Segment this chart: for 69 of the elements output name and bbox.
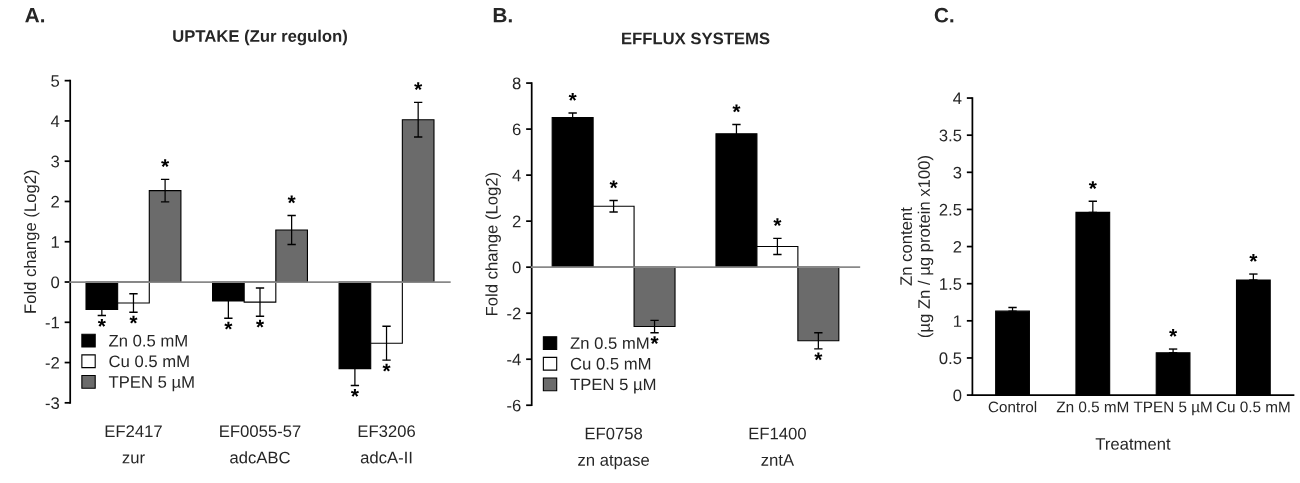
text: A. xyxy=(25,8,45,23)
data-label: * xyxy=(1088,181,1097,189)
data-label: * xyxy=(732,104,741,113)
y-tick-label: -1 xyxy=(45,316,59,329)
y-tick-label: 1 xyxy=(953,315,962,327)
x-tick-label: Control xyxy=(988,401,1037,413)
y-axis-title: Fold change (Log2) xyxy=(23,170,40,313)
y-axis-title: Zn content (µg Zn / µg protein x100) xyxy=(900,156,934,338)
x-tick-label: EF2417 zur xyxy=(105,425,162,464)
data-label: * xyxy=(1169,329,1178,337)
y-tick-label: -2 xyxy=(507,307,521,320)
data-label: * xyxy=(256,319,265,328)
x-tick-label: Zn 0.5 mM xyxy=(1056,401,1129,413)
data-label: * xyxy=(609,180,618,189)
y-tick-label: 4 xyxy=(50,115,60,127)
y-tick-label: -4 xyxy=(507,353,521,366)
chart-title: EFFLUX SYSTEMS xyxy=(622,32,770,45)
y-tick-label: -2 xyxy=(45,356,59,369)
text: C. xyxy=(934,7,954,23)
y-tick-label: 3 xyxy=(953,166,962,179)
y-tick-label: 6 xyxy=(512,123,521,136)
y-tick-label: -3 xyxy=(45,397,60,410)
y-tick-label: 2 xyxy=(512,215,521,228)
data-label: * xyxy=(129,315,138,324)
y-tick-label: 4 xyxy=(953,92,962,105)
data-label: * xyxy=(350,389,359,397)
data-label: * xyxy=(1249,253,1258,262)
x-axis-title: Treatment xyxy=(1095,438,1171,450)
y-tick-label: 1.5 xyxy=(940,278,962,290)
data-label: * xyxy=(382,363,391,372)
y-axis-title: Fold change (Log2) xyxy=(485,172,501,316)
y-tick-label: 8 xyxy=(512,77,521,90)
y-tick-label: 2 xyxy=(953,240,962,253)
data-label: * xyxy=(650,336,659,345)
y-tick-label: 0.5 xyxy=(939,352,962,365)
y-tick-label: 2 xyxy=(51,195,59,208)
chart-title: UPTAKE (Zur regulon) xyxy=(173,29,347,46)
x-tick-label: EF0758 zn atpase xyxy=(578,427,649,470)
y-tick-label: 1 xyxy=(51,236,59,248)
legend-label: TPEN 5 µM xyxy=(108,376,194,392)
y-tick-label: 0 xyxy=(953,389,962,402)
bar xyxy=(633,266,676,328)
legend-label: Zn 0.5 mM xyxy=(570,337,649,350)
data-label: * xyxy=(97,318,106,327)
y-tick-label: 4 xyxy=(512,169,521,182)
legend-label: Cu 0.5 mM xyxy=(109,355,189,368)
data-label: * xyxy=(773,218,782,227)
y-tick-label: 0 xyxy=(512,261,521,274)
data-label: * xyxy=(161,159,170,168)
legend-label: Cu 0.5 mM xyxy=(570,357,651,370)
text: B. xyxy=(493,8,512,23)
data-label: * xyxy=(287,195,296,204)
data-label: * xyxy=(414,82,423,91)
x-tick-label: TPEN 5 µM xyxy=(1133,401,1212,416)
data-label: * xyxy=(224,321,233,330)
legend-label: Zn 0.5 mM xyxy=(109,334,187,347)
y-tick-label: 3 xyxy=(51,155,60,168)
data-label: * xyxy=(568,92,577,101)
x-tick-label: EF1400 zntA xyxy=(749,427,806,466)
x-tick-label: EF0055-57 adcABC xyxy=(220,425,301,464)
x-tick-label: Cu 0.5 mM xyxy=(1216,401,1290,413)
y-tick-label: -6 xyxy=(507,399,521,412)
y-tick-label: 0 xyxy=(51,276,60,289)
y-tick-label: 3.5 xyxy=(939,129,962,142)
data-label: * xyxy=(814,352,823,361)
y-tick-label: 5 xyxy=(51,75,60,87)
y-tick-label: 2.5 xyxy=(939,203,962,216)
x-tick-label: EF3206 adcA-II xyxy=(358,425,415,464)
legend-label: TPEN 5 µM xyxy=(570,378,656,394)
